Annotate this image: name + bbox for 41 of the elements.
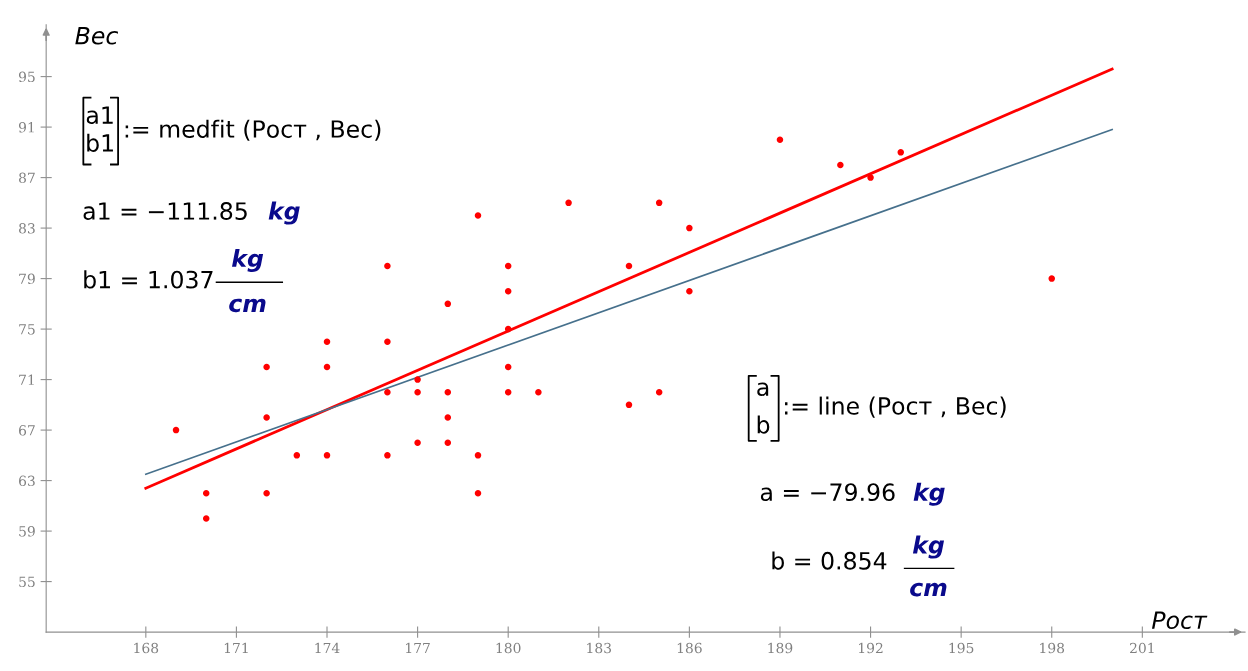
annotation: kg [268,201,300,225]
y-axis-title: Вес [75,26,119,45]
annotation: a = −79.96 [760,483,895,502]
x-tick-label: 189 [768,642,793,654]
y-tick-label: 87 [19,172,35,184]
annotation: b [757,415,770,434]
annotation: kg [913,482,945,506]
x-tick-label: 177 [406,642,430,654]
x-tick-label: 174 [315,642,340,654]
annotation: a1 = −111.85 [83,202,247,220]
y-tick-label: 79 [19,273,35,285]
x-tick-label: 183 [587,642,612,654]
x-tick-label: 171 [224,642,248,654]
annotation: a1 [86,106,113,124]
annotation: b = 0.854 [772,551,887,570]
x-tick-label: 186 [677,642,702,654]
annotation: := medfit (Рост , Вес) [125,119,381,141]
x-tick-label: 198 [1040,642,1065,654]
annotation: b1 = 1.037 [84,270,213,289]
x-tick-label: 195 [949,642,974,654]
y-tick-label: 59 [19,526,35,537]
annotation: cm [229,298,266,313]
x-tick-label: 192 [859,642,883,654]
annotation: kg [912,535,945,559]
x-tick-label: 201 [1130,642,1154,654]
annotation: cm [910,582,947,597]
y-tick-label: 95 [18,71,35,83]
annotation: a [757,382,769,397]
annotation: b1 [87,133,113,152]
x-tick-label: 168 [134,642,159,654]
y-tick-label: 83 [19,223,35,234]
y-tick-label: 75 [19,324,35,335]
y-tick-label: 55 [19,576,35,588]
x-tick-label: 180 [496,642,521,654]
y-tick-label: 67 [19,425,35,436]
y-tick-label: 63 [19,475,35,487]
annotation: := line (Рост , Вес) [785,396,1006,418]
y-tick-label: 91 [18,122,34,133]
y-tick-label: 71 [19,374,34,385]
annotation: kg [232,248,264,272]
x-axis-title: Рост [1151,611,1208,630]
